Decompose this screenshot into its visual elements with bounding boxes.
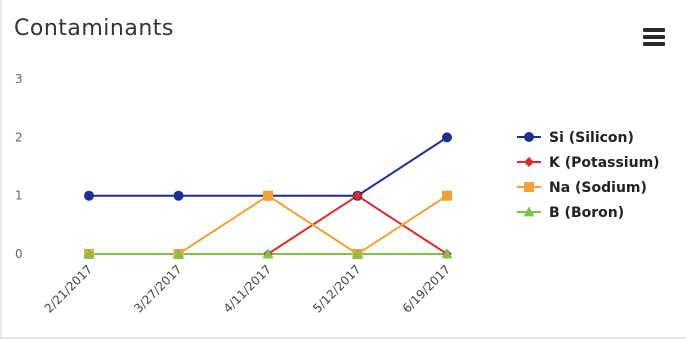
legend-marker [523,206,535,217]
legend-marker [524,132,534,142]
chart-title: Contaminants [14,16,174,41]
data-point [441,248,453,259]
legend-label: B (Boron) [549,205,624,221]
data-point [442,190,452,201]
series-line [89,136,448,197]
legend-label: K (Potassium) [549,155,660,171]
data-point [263,190,273,201]
x-tick-label: 5/12/2017 [310,262,363,315]
menu-bar [643,35,665,39]
y-tick-label: 0 [15,247,23,261]
hamburger-menu-icon[interactable] [643,28,665,46]
data-point [173,190,184,201]
x-tick-label: 2/21/2017 [42,262,95,315]
legend-label: Si (Silicon) [549,130,634,146]
data-point [352,248,363,259]
y-tick-label: 3 [15,72,23,86]
menu-bar [643,42,665,46]
y-tick-label: 2 [15,130,23,144]
data-point [262,248,274,259]
legend-label: Na (Sodium) [549,180,647,196]
data-point [352,190,363,201]
data-point [442,132,452,143]
series-line [89,194,448,256]
y-tick-label: 1 [15,189,23,203]
x-tick-label: 4/11/2017 [221,262,274,315]
data-point [83,248,95,259]
x-tick-label: 3/27/2017 [131,262,184,315]
legend-marker [524,182,534,192]
x-tick-label: 6/19/2017 [400,262,453,315]
data-point [173,248,184,259]
menu-bar [643,28,665,32]
data-point [84,190,94,201]
legend-marker [524,157,534,167]
series-line [89,194,448,255]
